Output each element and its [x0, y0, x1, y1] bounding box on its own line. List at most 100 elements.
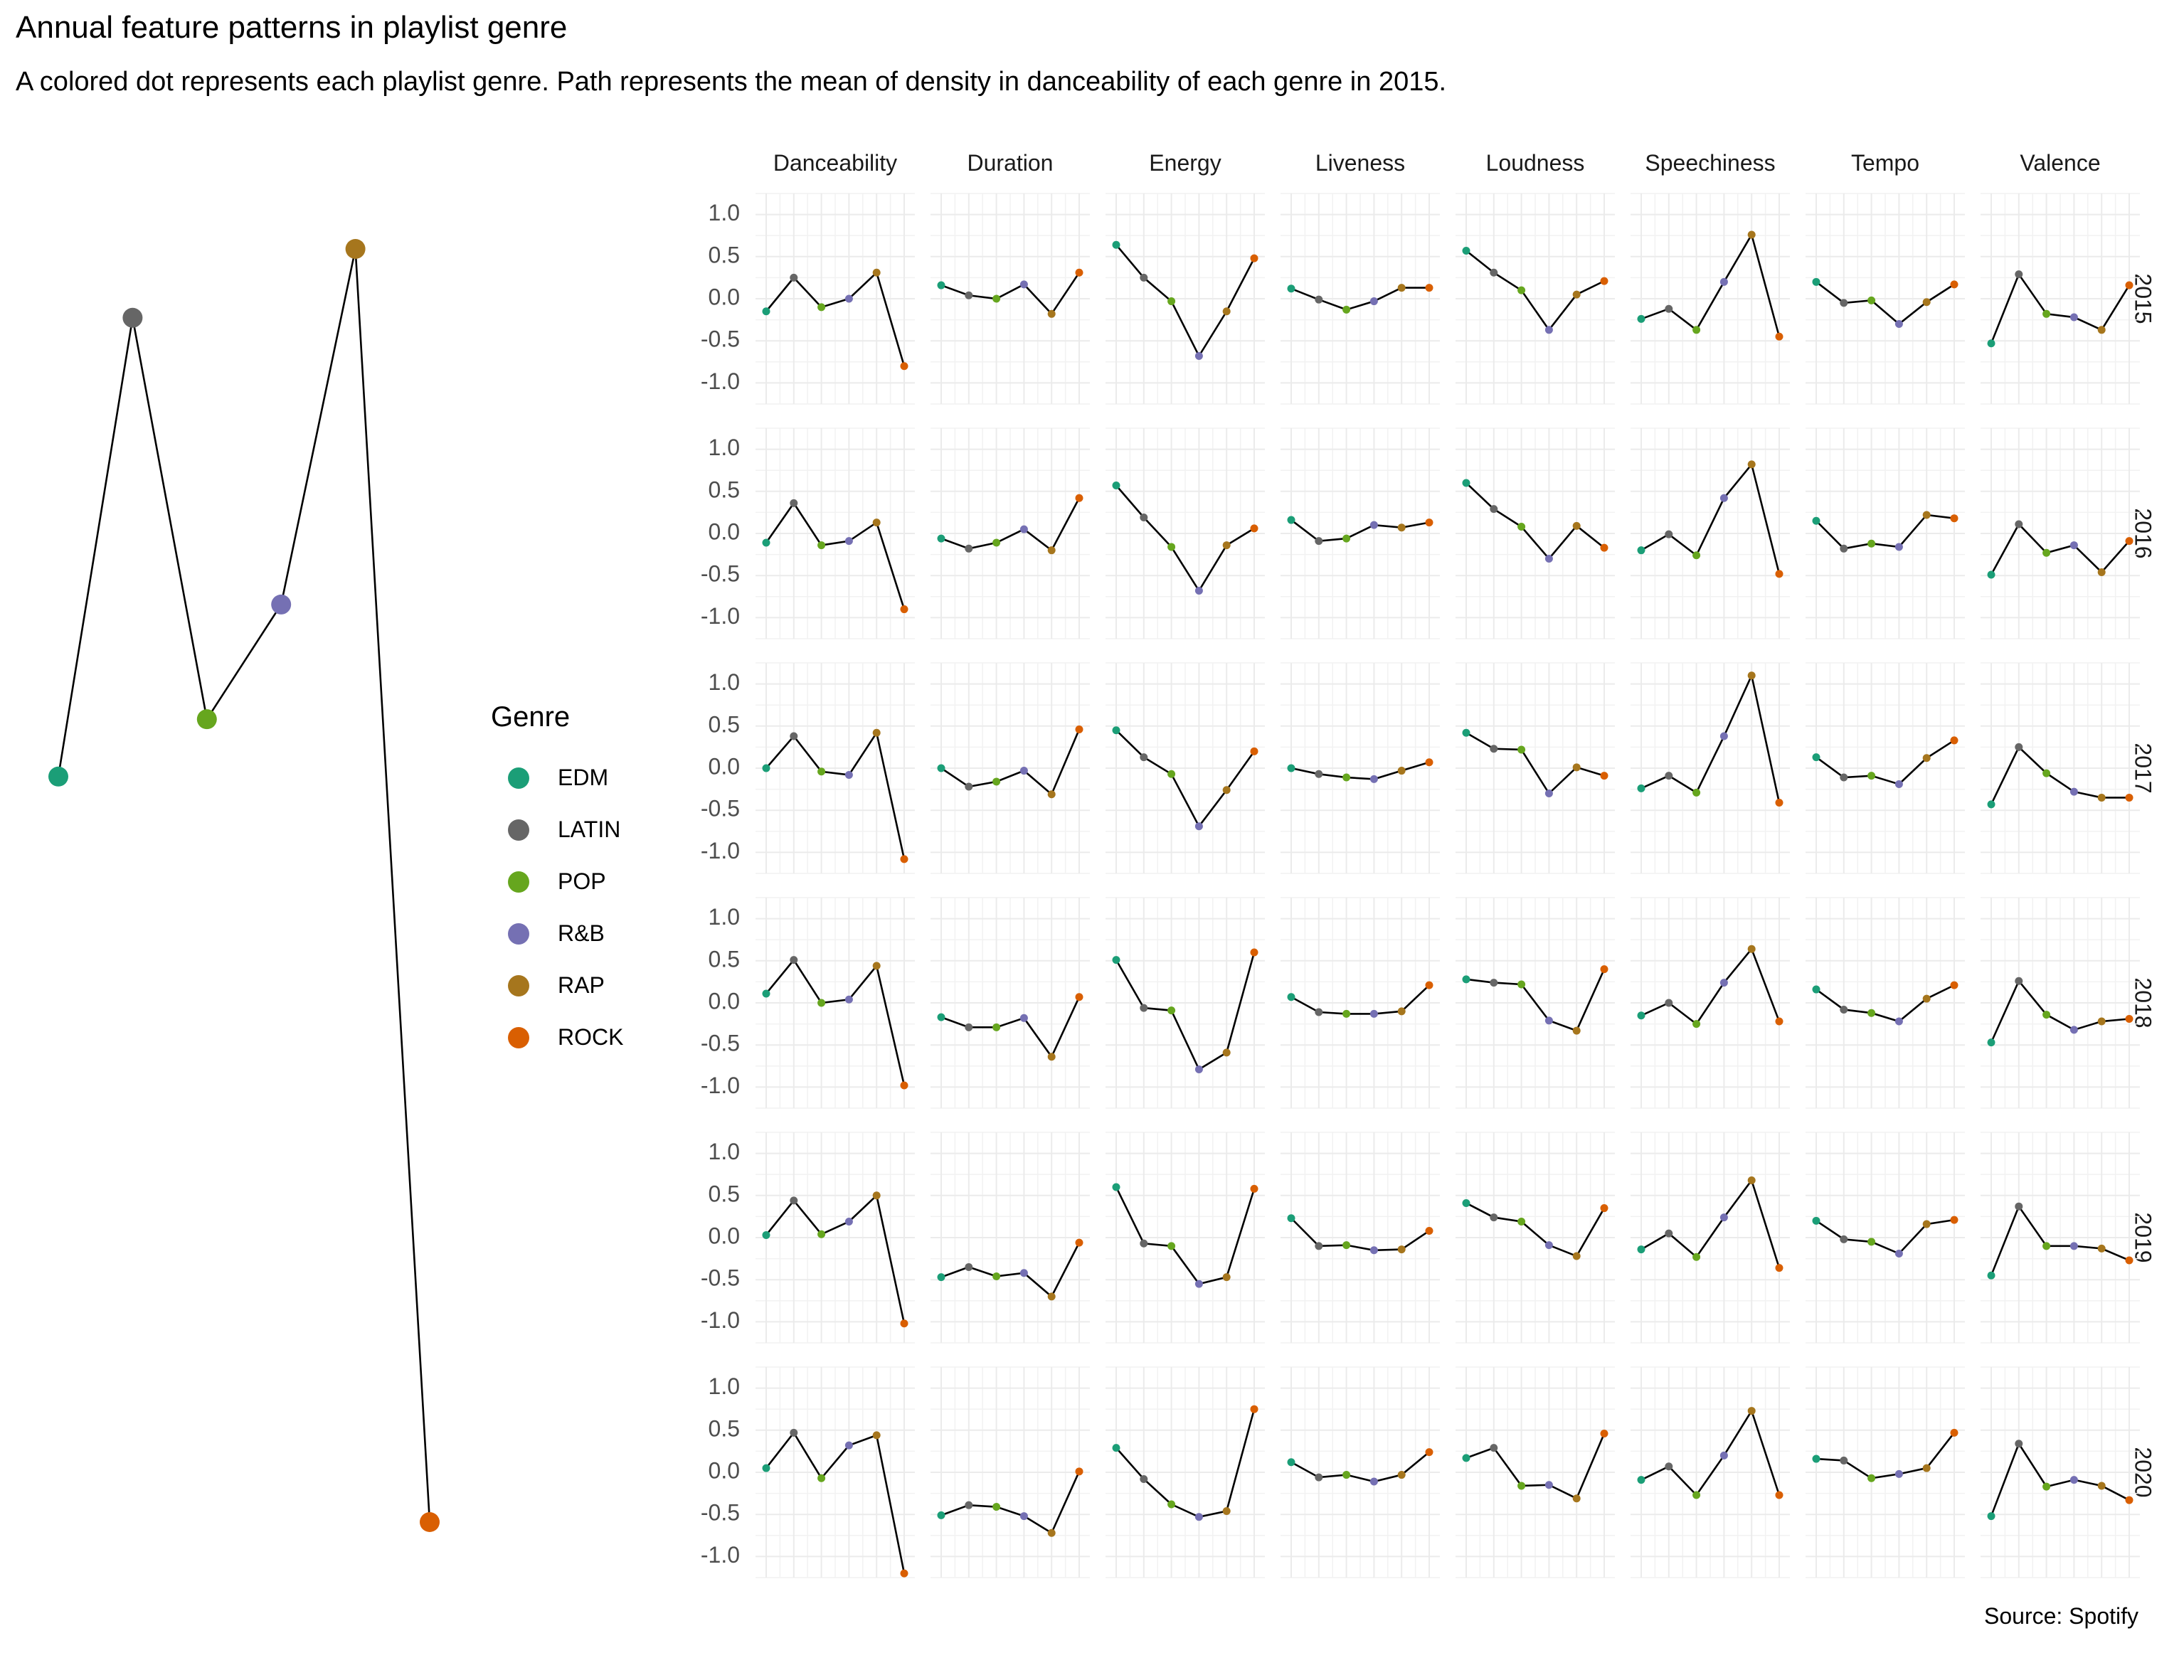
data-point	[1867, 1009, 1876, 1017]
series-line	[940, 497, 1081, 552]
data-point	[1600, 772, 1608, 780]
facet-panel	[1981, 897, 2140, 1109]
data-point	[1665, 530, 1673, 538]
series-line	[1290, 761, 1430, 780]
legend-swatch	[508, 871, 529, 893]
data-point	[1425, 1227, 1433, 1235]
data-point	[817, 767, 826, 776]
data-point	[1544, 555, 1553, 563]
facet-grid: Danceability Duration Energy Liveness Loudne…	[701, 150, 2156, 1578]
y-tick-label: 1.0	[709, 904, 740, 930]
data-point	[872, 1191, 881, 1200]
data-point	[790, 499, 798, 507]
y-tick-label: 0.0	[709, 753, 740, 779]
data-point	[965, 544, 973, 553]
facet-column-label: Loudness	[1486, 150, 1585, 176]
data-point	[1112, 240, 1120, 249]
y-tick-label: -1.0	[701, 1073, 740, 1098]
data-point	[844, 770, 853, 779]
series-line	[1115, 1408, 1256, 1519]
facet-column-label: Duration	[968, 150, 1054, 176]
legend-label: EDM	[558, 765, 609, 790]
data-point	[1950, 1428, 1958, 1437]
facet-panel	[1806, 1366, 1965, 1578]
legend-swatch	[508, 767, 529, 789]
y-tick-label: -1.0	[701, 838, 740, 863]
series-line	[1640, 232, 1781, 337]
facet-panel	[931, 1366, 1090, 1578]
data-point	[844, 537, 853, 546]
data-point	[2097, 326, 2106, 334]
data-point	[1637, 546, 1645, 555]
data-point	[1490, 979, 1498, 987]
data-point	[1397, 523, 1406, 532]
data-point	[817, 541, 826, 550]
series-line	[940, 272, 1081, 316]
data-point	[1987, 339, 1995, 348]
series-line	[1115, 244, 1256, 358]
data-point	[965, 291, 973, 299]
data-point	[1315, 1242, 1323, 1250]
legend-item: ROCK	[491, 1011, 623, 1063]
data-point	[844, 995, 853, 1004]
data-point	[762, 307, 770, 316]
facet-panel	[1456, 662, 1615, 874]
data-point	[1637, 1476, 1645, 1484]
data-point	[1287, 993, 1295, 1001]
data-point	[1112, 482, 1120, 490]
data-point	[1140, 753, 1148, 762]
data-point	[1719, 732, 1728, 740]
data-point	[1075, 1238, 1083, 1247]
data-point	[1490, 1444, 1498, 1452]
data-point	[1140, 1474, 1148, 1483]
legend-item: RAP	[491, 959, 623, 1011]
data-point	[844, 1218, 853, 1226]
data-point	[817, 999, 826, 1007]
data-point	[1747, 1176, 1756, 1184]
legend-item: LATIN	[491, 804, 623, 856]
data-point	[844, 294, 853, 303]
data-point	[1194, 587, 1203, 595]
chart-title: Annual feature patterns in playlist genr…	[16, 10, 568, 45]
genre-dot-latin	[122, 307, 143, 328]
legend-title: Genre	[491, 701, 571, 733]
facet-panel	[1281, 193, 1440, 405]
genre-path-line	[57, 248, 431, 1523]
data-point	[992, 1503, 1001, 1511]
data-point	[1637, 1245, 1645, 1254]
data-point	[1112, 726, 1120, 735]
data-point	[937, 1013, 945, 1021]
data-point	[1747, 1407, 1756, 1415]
data-point	[762, 989, 770, 998]
data-point	[1867, 1474, 1876, 1482]
data-point	[790, 1428, 798, 1437]
data-point	[1222, 541, 1231, 550]
data-point	[1250, 1184, 1258, 1193]
facet-panel	[931, 662, 1090, 874]
data-point	[1425, 519, 1433, 527]
data-point	[1397, 284, 1406, 292]
data-point	[1894, 543, 1903, 551]
data-point	[965, 782, 973, 791]
data-point	[1517, 523, 1526, 531]
legend-items: EDM LATIN POP R&B RAP ROCK	[491, 752, 623, 1063]
series-line	[1990, 979, 2130, 1043]
series-line	[1465, 969, 1606, 1032]
data-point	[965, 1501, 973, 1509]
y-tick-label: -0.5	[701, 561, 740, 587]
y-tick-label: 0.5	[709, 477, 740, 502]
data-point	[1167, 297, 1176, 306]
facet-column-label: Speechiness	[1645, 150, 1775, 176]
data-point	[1222, 1048, 1231, 1057]
data-point	[1747, 671, 1756, 680]
data-point	[1250, 948, 1258, 957]
data-point	[1369, 1477, 1378, 1486]
series-line	[1290, 1217, 1430, 1252]
data-point	[1490, 505, 1498, 514]
facet-panel	[1981, 1366, 2140, 1578]
data-point	[992, 538, 1001, 547]
y-tick-label: 1.0	[709, 435, 740, 460]
data-point	[1315, 537, 1323, 546]
data-point	[1637, 784, 1645, 792]
data-point	[2042, 548, 2051, 557]
